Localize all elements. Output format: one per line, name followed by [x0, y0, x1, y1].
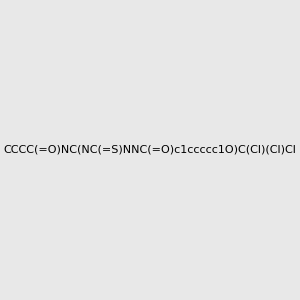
Text: CCCC(=O)NC(NC(=S)NNC(=O)c1ccccc1O)C(Cl)(Cl)Cl: CCCC(=O)NC(NC(=S)NNC(=O)c1ccccc1O)C(Cl)(… [4, 145, 296, 155]
